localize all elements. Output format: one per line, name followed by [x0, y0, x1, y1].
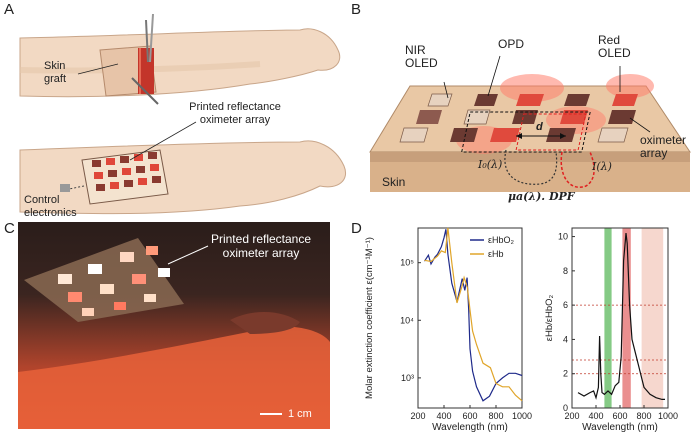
- b-pixel-grid: [399, 93, 638, 143]
- panel-a-letter: A: [4, 1, 15, 18]
- chart2-band-0: [604, 228, 612, 408]
- skin-graft-leader: [77, 63, 119, 75]
- c-photo: Printed reflectance oximeter array 1 cm: [18, 222, 330, 429]
- chart1-series-1: [424, 227, 523, 402]
- a-printed-array-label: Printed reflectance oximeter array: [189, 101, 281, 126]
- a-skin-graft-label: Skin graft: [44, 60, 67, 85]
- b-formula-label: μa(λ). DPF: [508, 190, 575, 203]
- b-opd-label: OPD: [498, 37, 525, 51]
- chart2-band-2: [641, 228, 664, 408]
- chart2-xlabel: Wavelength (nm): [582, 422, 658, 432]
- chart1-ytick-label: 10⁴: [400, 315, 414, 325]
- chart1-xtick-label: 600: [462, 411, 477, 421]
- chart1-ytick-label: 10⁵: [400, 258, 414, 268]
- b-d-label: d: [536, 121, 543, 133]
- chart2-ytick-label: 10: [558, 232, 568, 242]
- c-photo-drawing: [18, 238, 330, 429]
- chart1-series-0: [423, 229, 523, 402]
- chart1-legend-label: εHb: [488, 249, 504, 259]
- chart2-band-1: [622, 228, 631, 408]
- chart2-xtick-label: 600: [612, 411, 627, 421]
- chart1-xtick-label: 200: [410, 411, 425, 421]
- panel-d-letter: D: [351, 220, 362, 237]
- chart1-xtick-label: 800: [488, 411, 503, 421]
- b-red-oled-label: Red OLED: [598, 33, 631, 60]
- chart1-frame: [417, 227, 523, 409]
- a-control-label: Control electronics: [24, 194, 77, 219]
- b-oximeter-array-label: oximeter array: [640, 133, 687, 160]
- chart2-xtick-label: 1000: [658, 411, 678, 421]
- b-nir-oled-label: NIR OLED: [405, 43, 438, 70]
- chart1-legend-label: εHbO₂: [488, 235, 515, 245]
- chart2-xtick-label: 800: [636, 411, 651, 421]
- chart1-xtick-label: 1000: [512, 411, 532, 421]
- c-array-label: Printed reflectance oximeter array: [210, 232, 312, 260]
- chart2-ytick-label: 6: [563, 300, 568, 310]
- chart2-ytick-label: 0: [563, 403, 568, 413]
- c-device-pixels: [58, 246, 170, 316]
- chart2-series-0: [577, 233, 665, 400]
- panel-c-letter: C: [4, 220, 15, 237]
- chart1-xlabel: Wavelength (nm): [432, 422, 508, 432]
- chart2-ytick-label: 4: [563, 334, 568, 344]
- b-i-label: I(λ): [592, 160, 612, 173]
- chart2-ytick-label: 8: [563, 266, 568, 276]
- chart1-xtick-label: 400: [436, 411, 451, 421]
- a-printed-array: [81, 149, 169, 205]
- c-scale-bar-label: 1 cm: [288, 408, 312, 420]
- chart2-xtick-label: 400: [588, 411, 603, 421]
- b-i0-label: I₀(λ): [478, 158, 503, 171]
- chart2-xtick-label: 200: [564, 411, 579, 421]
- b-skin-label: Skin: [382, 175, 406, 189]
- chart2-ytick-label: 2: [563, 369, 568, 379]
- chart2-ylabel: εHb/εHbO₂: [544, 294, 555, 341]
- panel-b-letter: B: [351, 1, 362, 18]
- chart1-ylabel: Molar extinction coefficient ε(cm⁻¹M⁻¹): [364, 237, 375, 399]
- chart1-ytick-label: 10³: [401, 373, 414, 383]
